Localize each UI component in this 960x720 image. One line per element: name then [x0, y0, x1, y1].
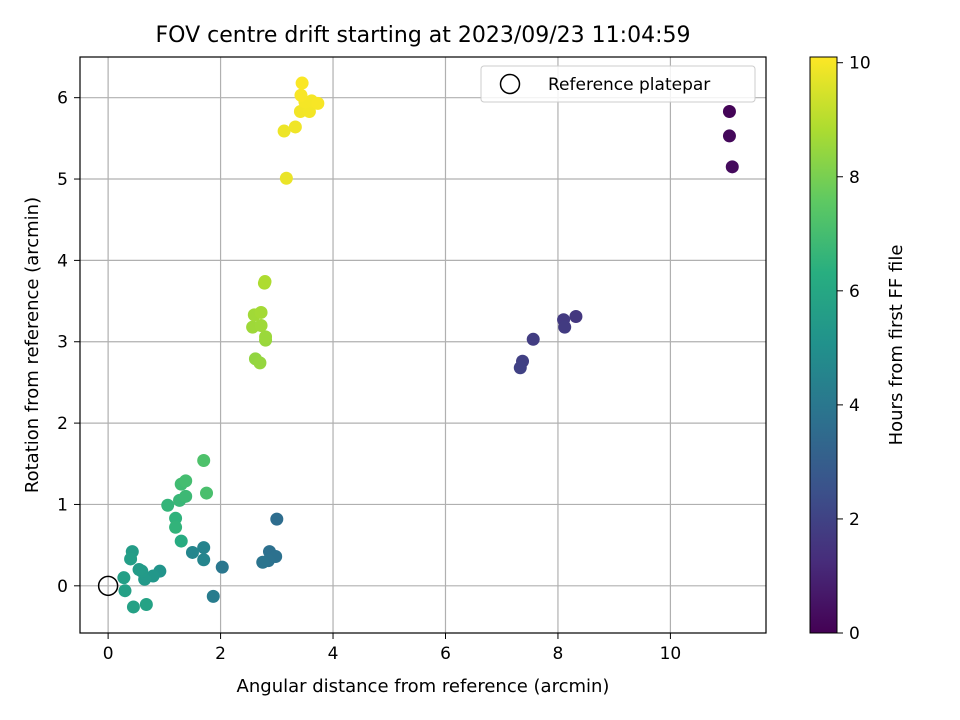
- colorbar-ticks: 0 2 4 6 8 10: [837, 54, 871, 644]
- data-point: [197, 454, 211, 468]
- colorbar-gradient: [809, 56, 838, 634]
- data-point: [725, 160, 739, 174]
- data-point: [722, 129, 736, 143]
- colorbar-tick-label: 0: [849, 624, 860, 644]
- x-tick-label: 0: [103, 644, 114, 664]
- data-point: [161, 498, 175, 512]
- data-point: [215, 560, 229, 574]
- data-point: [254, 318, 268, 332]
- x-axis-label: Angular distance from reference (arcmin): [237, 676, 610, 697]
- x-tick-label: 2: [215, 644, 226, 664]
- data-point: [259, 330, 273, 344]
- legend-box: [480, 65, 756, 103]
- data-point: [197, 553, 211, 567]
- data-point: [174, 534, 188, 548]
- x-tick-label: 4: [328, 644, 339, 664]
- legend: Reference platepar: [480, 65, 756, 103]
- data-point: [200, 486, 214, 500]
- data-point: [185, 545, 199, 559]
- colorbar-tick-label: 4: [849, 396, 860, 416]
- data-point: [294, 88, 308, 102]
- data-point: [569, 310, 583, 324]
- data-point: [197, 541, 211, 555]
- x-tick-label: 6: [440, 644, 451, 664]
- data-point: [132, 563, 146, 577]
- data-point: [279, 171, 293, 185]
- data-point: [254, 305, 268, 319]
- data-point: [126, 600, 140, 614]
- y-tick-label: 5: [57, 170, 68, 190]
- data-point: [206, 589, 220, 603]
- y-tick-label: 4: [57, 251, 68, 271]
- data-point: [169, 511, 183, 525]
- data-point: [293, 105, 307, 119]
- data-point: [117, 571, 131, 585]
- y-tick-label: 0: [57, 577, 68, 597]
- colorbar: 0 2 4 6 8 10 Hours from first FF file: [809, 54, 907, 644]
- data-point: [179, 489, 193, 503]
- reference-marker: [97, 575, 119, 597]
- colorbar-tick-label: 10: [849, 54, 871, 74]
- data-point: [288, 120, 302, 134]
- chart-title: FOV centre drift starting at 2023/09/23 …: [156, 23, 691, 48]
- data-point: [258, 275, 272, 289]
- y-axis-ticks: 0 1 2 3 4 5 6: [57, 89, 80, 597]
- data-point: [311, 96, 325, 110]
- data-point: [139, 598, 153, 612]
- x-tick-label: 8: [553, 644, 564, 664]
- data-point: [513, 361, 527, 375]
- data-point: [295, 76, 309, 90]
- x-tick-label: 10: [660, 644, 682, 664]
- data-point: [118, 584, 132, 598]
- data-point: [302, 105, 316, 119]
- data-point: [124, 552, 138, 566]
- y-tick-label: 3: [57, 333, 68, 353]
- data-point: [722, 105, 736, 119]
- data-point: [277, 124, 291, 138]
- data-point: [256, 555, 270, 569]
- data-points: [117, 76, 739, 614]
- y-tick-label: 1: [57, 495, 68, 515]
- data-point: [179, 474, 193, 488]
- x-axis-ticks: 0 2 4 6 8 10: [103, 633, 682, 664]
- y-tick-label: 2: [57, 414, 68, 434]
- plot-frame: [79, 56, 767, 634]
- data-point: [270, 512, 284, 526]
- colorbar-tick-label: 8: [849, 168, 860, 188]
- y-tick-label: 6: [57, 89, 68, 109]
- colorbar-tick-label: 6: [849, 282, 860, 302]
- legend-marker-icon: [499, 73, 521, 95]
- data-point: [253, 356, 267, 370]
- colorbar-label: Hours from first FF file: [886, 245, 907, 446]
- data-point: [169, 520, 183, 534]
- data-point: [526, 332, 540, 346]
- colorbar-tick-label: 2: [849, 510, 860, 530]
- data-point: [558, 320, 572, 334]
- y-axis-label: Rotation from reference (arcmin): [22, 197, 43, 493]
- legend-label: Reference platepar: [548, 75, 710, 95]
